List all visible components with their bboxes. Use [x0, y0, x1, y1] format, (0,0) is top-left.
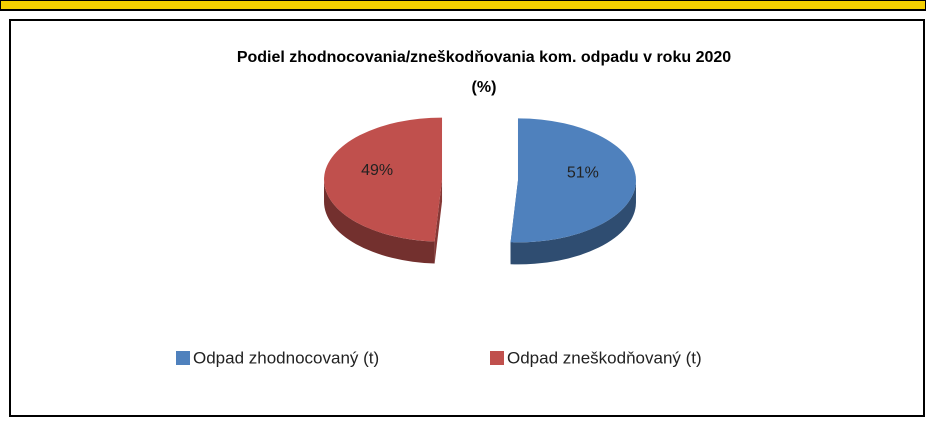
slice-wall: [510, 180, 636, 265]
slice-side: [434, 179, 443, 264]
chart-title: Podiel zhodnocovania/zneškodňovania kom.…: [237, 49, 731, 66]
chart-title: (%): [472, 79, 497, 96]
pie-slice: [324, 117, 443, 242]
legend-label: Odpad zneškodňovaný (t): [507, 348, 702, 367]
legend-label: Odpad zhodnocovaný (t): [193, 348, 379, 367]
chart-frame: [9, 19, 925, 417]
top-band: [0, 0, 926, 11]
legend-swatch: [176, 351, 190, 365]
data-label: 49%: [361, 162, 393, 179]
legend-swatch: [490, 351, 504, 365]
slice-wall: [324, 179, 435, 264]
data-label: 51%: [567, 164, 599, 181]
pie-slice: [510, 118, 636, 243]
